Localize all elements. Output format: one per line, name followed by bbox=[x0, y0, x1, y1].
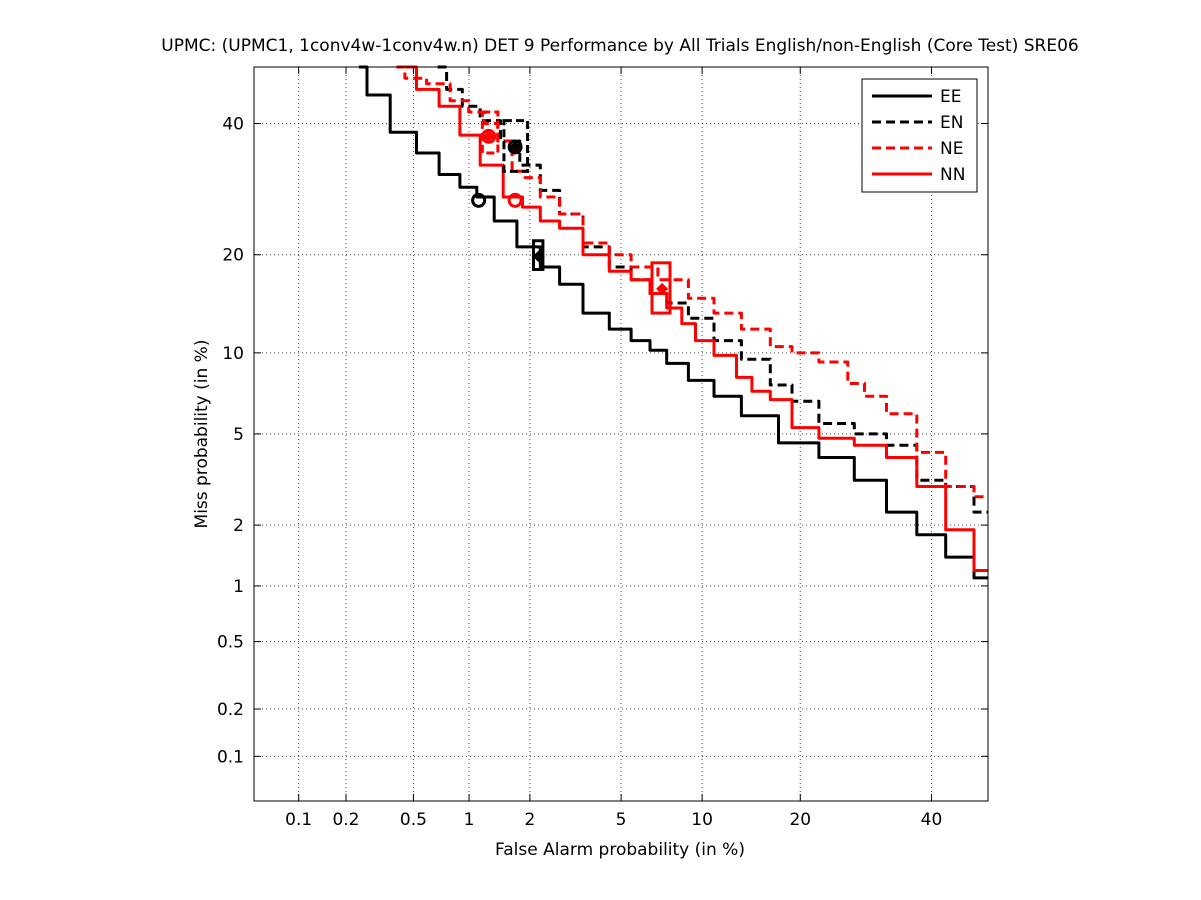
y-tick-label: 0.2 bbox=[217, 700, 244, 720]
legend-label-ee: EE bbox=[940, 87, 961, 107]
min-dcf-point-ee bbox=[532, 250, 545, 263]
chart-title: UPMC: (UPMC1, 1conv4w-1conv4w.n) DET 9 P… bbox=[161, 36, 1078, 56]
y-tick-label: 20 bbox=[222, 246, 244, 266]
actual-dcf-point-ee bbox=[471, 192, 487, 208]
actual-dcf-point-nn bbox=[507, 192, 523, 208]
y-tick-label: 0.1 bbox=[217, 747, 244, 767]
min-dcf-point-en bbox=[509, 140, 522, 153]
min-dcf-point-ne bbox=[482, 130, 495, 143]
legend-label-en: EN bbox=[940, 113, 963, 133]
min-dcf-point-nn bbox=[656, 282, 669, 295]
x-tick-label: 5 bbox=[616, 810, 627, 830]
x-tick-label: 10 bbox=[691, 810, 713, 830]
axis-ticks: 0.1 0.2 0.5 1 2 5 10 20 40 0.1 0.2 0.5 1 2 5 10 20 40 bbox=[217, 67, 988, 830]
dcf-confidence-box-nn bbox=[650, 261, 672, 315]
y-tick-label: 0.5 bbox=[217, 633, 244, 653]
y-tick-label: 2 bbox=[233, 516, 244, 536]
dcf-confidence-box-en bbox=[502, 119, 530, 173]
y-tick-label: 40 bbox=[222, 115, 244, 135]
x-axis-label: False Alarm probability (in %) bbox=[495, 840, 745, 860]
series-line-nn bbox=[405, 65, 988, 572]
x-tick-label: 0.5 bbox=[400, 810, 427, 830]
x-tick-label: 20 bbox=[789, 810, 811, 830]
y-tick-label: 5 bbox=[233, 425, 244, 445]
dcf-confidence-box-ne bbox=[480, 110, 500, 155]
y-tick-label: 10 bbox=[222, 344, 244, 364]
legend-label-nn: NN bbox=[940, 165, 965, 185]
x-tick-label: 0.2 bbox=[332, 810, 359, 830]
x-tick-label: 40 bbox=[921, 810, 943, 830]
x-tick-label: 1 bbox=[464, 810, 475, 830]
x-tick-label: 0.1 bbox=[285, 810, 312, 830]
series-line-ee bbox=[358, 65, 988, 580]
dcf-markers bbox=[471, 110, 672, 315]
legend-label-ne: NE bbox=[940, 139, 963, 159]
x-tick-label: 2 bbox=[524, 810, 535, 830]
legend: EE EN NE NN bbox=[861, 78, 978, 193]
y-tick-label: 1 bbox=[233, 577, 244, 597]
y-axis-label: Miss probability (in %) bbox=[192, 340, 212, 529]
